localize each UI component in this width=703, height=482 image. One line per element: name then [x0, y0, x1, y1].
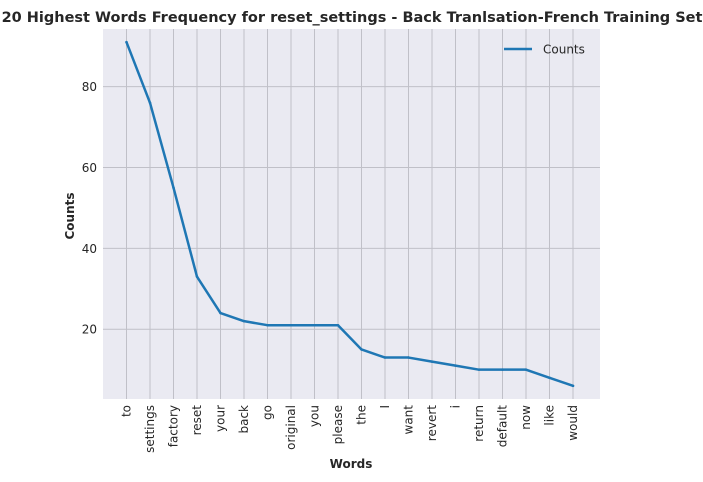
- x-tick-label: return: [472, 405, 486, 442]
- data-point: [313, 323, 316, 327]
- data-point: [172, 186, 175, 189]
- data-point: [454, 364, 457, 367]
- x-tick-labels: to settings factory reset your back go original…: [120, 405, 581, 453]
- y-tick-label: 20: [82, 323, 97, 337]
- x-tick-label: original: [284, 405, 298, 450]
- x-tick-label: settings: [143, 405, 157, 453]
- data-point: [548, 376, 551, 380]
- y-tick-label: 80: [82, 80, 97, 94]
- y-tick-label: 40: [82, 242, 97, 256]
- x-tick-label: would: [566, 405, 580, 441]
- x-tick-label: your: [214, 405, 228, 432]
- data-point: [242, 319, 246, 323]
- data-point: [477, 368, 481, 371]
- data-point: [501, 368, 504, 371]
- x-tick-label: you: [308, 405, 322, 427]
- data-point: [430, 360, 434, 363]
- data-point: [383, 356, 387, 359]
- y-tick-labels: 20 40 60 80: [82, 80, 97, 337]
- data-point: [125, 40, 128, 44]
- data-point: [336, 323, 340, 327]
- x-tick-label: to: [120, 405, 134, 417]
- x-tick-label: want: [402, 405, 416, 435]
- x-tick-label: factory: [167, 405, 181, 447]
- data-point: [360, 348, 363, 351]
- y-axis-label: Counts: [63, 192, 77, 239]
- data-point: [266, 323, 269, 327]
- y-tick-label: 60: [82, 161, 97, 175]
- data-point: [289, 323, 293, 327]
- x-tick-label: revert: [425, 405, 439, 441]
- x-tick-label: i: [449, 405, 463, 408]
- data-point: [524, 368, 528, 371]
- legend: Counts: [504, 43, 585, 57]
- plot-area: [103, 29, 600, 399]
- x-tick-label: now: [519, 405, 533, 430]
- x-tick-label: please: [331, 405, 345, 444]
- x-tick-label: go: [261, 405, 275, 420]
- legend-label: Counts: [543, 43, 585, 57]
- series-line-counts: [125, 40, 575, 388]
- x-tick-label: reset: [190, 405, 204, 436]
- x-tick-label: default: [496, 405, 510, 448]
- x-tick-label: back: [237, 405, 251, 434]
- x-tick-label: I: [378, 405, 392, 409]
- x-tick-label: the: [355, 405, 369, 425]
- chart-title: 20 Highest Words Frequency for reset_set…: [2, 10, 703, 26]
- x-tick-label: like: [543, 405, 557, 426]
- data-point: [148, 101, 152, 105]
- grid: [103, 29, 600, 399]
- x-axis-label: Words: [330, 457, 373, 471]
- data-point: [571, 384, 575, 388]
- data-point: [219, 311, 222, 315]
- data-point: [407, 356, 410, 359]
- data-point: [195, 275, 199, 278]
- series-layer: [125, 40, 575, 388]
